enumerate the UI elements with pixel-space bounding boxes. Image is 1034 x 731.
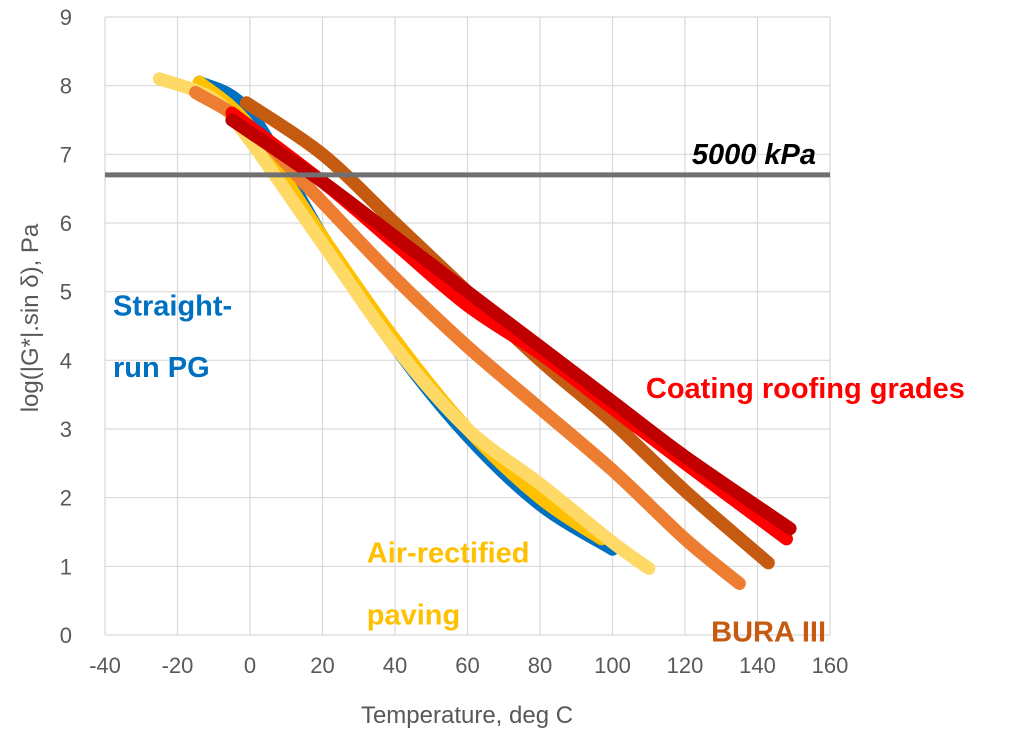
y-tick-label: 4	[60, 348, 72, 373]
x-tick-label: 160	[812, 653, 849, 678]
y-tick-label: 5	[60, 280, 72, 305]
annotation-label: BURA III	[711, 617, 826, 649]
y-tick-label: 9	[60, 5, 72, 30]
y-tick-label: 8	[60, 74, 72, 99]
annotation-label: paving	[367, 599, 460, 631]
x-tick-label: 20	[310, 653, 334, 678]
annotation-layer: Straight-run PG Coating roofing grades Air…	[113, 290, 965, 648]
x-tick-label: 140	[739, 653, 776, 678]
x-tick-label: 0	[244, 653, 256, 678]
x-tick-label: 60	[455, 653, 479, 678]
x-tick-label: -40	[89, 653, 121, 678]
y-tick-label: 2	[60, 486, 72, 511]
series-line-7	[225, 113, 797, 536]
ticks: -40 -20 0 20 40 60 80 100 120 140 160 0 1 2 3 4 5 6 7 8 9	[60, 5, 849, 678]
y-tick-label: 7	[60, 142, 72, 167]
annotation-label: Straight-	[113, 290, 232, 322]
x-tick-label: 100	[594, 653, 631, 678]
reference-line-label: 5000 kPa	[692, 139, 816, 171]
x-tick-label: 120	[667, 653, 704, 678]
y-tick-label: 0	[60, 623, 72, 648]
y-tick-label: 3	[60, 417, 72, 442]
annotation-label: Coating roofing grades	[646, 373, 965, 405]
x-tick-label: -20	[162, 653, 194, 678]
series-line-3	[152, 72, 656, 575]
annotation-label: Air-rectified	[367, 538, 530, 570]
series-layer	[152, 72, 797, 590]
y-tick-label: 1	[60, 554, 72, 579]
x-tick-label: 80	[528, 653, 552, 678]
x-tick-label: 40	[383, 653, 407, 678]
x-axis-title: Temperature, deg C	[361, 702, 573, 729]
reference-layer: 5000 kPa	[105, 139, 830, 178]
y-tick-label: 6	[60, 211, 72, 236]
annotation-label: run PG	[113, 352, 210, 384]
y-axis-title: log(|G*|.sin δ), Pa	[17, 223, 44, 412]
